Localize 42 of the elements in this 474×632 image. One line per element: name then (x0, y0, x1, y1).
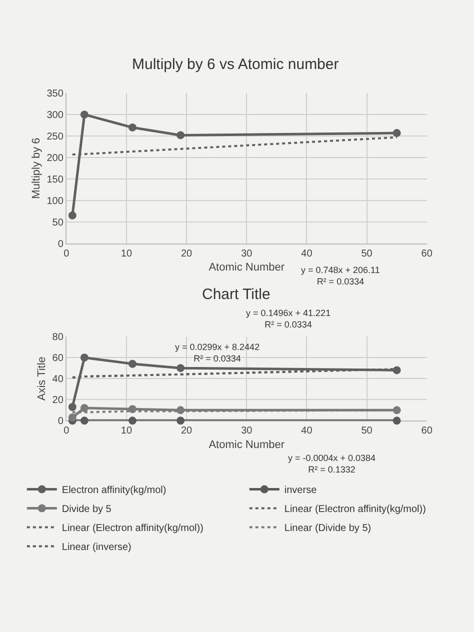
chart-title: Multiply by 6 vs Atomic number (132, 56, 339, 73)
x-axis-title: Atomic Number (208, 438, 285, 451)
x-tick-label: 60 (421, 248, 433, 260)
legend-label: Linear (Electron affinity(kg/mol)) (284, 504, 426, 516)
text: y = 0.748x + 206.11 R² = 0.0334 (301, 265, 380, 287)
y-axis-title: Multiply by 6 (30, 138, 42, 199)
text: y = -0.0004x + 0.0384 R² = 0.1332 (288, 453, 376, 475)
y-tick-label: 0 (58, 238, 64, 250)
legend-label: Linear (Electron affinity(kg/mol)) (62, 523, 204, 534)
chart-title: Chart Title (202, 286, 270, 303)
x-tick-label: 30 (241, 426, 253, 437)
text: y = 0.1496x + 41.221 R² = 0.0334 (246, 308, 331, 330)
y-tick-label: 60 (52, 353, 64, 364)
y-tick-label: 200 (46, 153, 64, 164)
y-tick-label: 50 (52, 217, 64, 228)
legend-label: Linear (inverse) (62, 542, 132, 554)
x-tick-label: 50 (361, 426, 373, 437)
x-tick-label: 40 (301, 426, 313, 437)
x-tick-label: 20 (180, 248, 193, 260)
legend-label: Linear (Divide by 5) (284, 523, 372, 534)
y-tick-label: 150 (46, 174, 64, 186)
x-tick-label: 20 (180, 426, 193, 437)
x-tick-label: 50 (361, 248, 373, 260)
y-tick-label: 40 (52, 374, 64, 386)
y-tick-label: 100 (46, 196, 64, 207)
legend-label: inverse (284, 485, 318, 496)
x-tick-label: 40 (301, 248, 313, 260)
y-axis-title: Axis Title (36, 356, 48, 401)
x-tick-label: 10 (120, 426, 132, 437)
y-tick-label: 350 (46, 88, 64, 100)
x-tick-label: 30 (241, 248, 253, 260)
y-tick-label: 80 (52, 332, 64, 344)
y-tick-label: 300 (46, 110, 64, 122)
y-tick-label: 20 (52, 395, 64, 406)
legend-label: Divide by 5 (62, 504, 112, 516)
legend-label: Electron affinity(kg/mol) (62, 485, 166, 496)
x-tick-label: 10 (120, 248, 132, 260)
x-tick-label: 60 (421, 426, 433, 437)
annotation: y = 0.0299x + 8.2442 R² = 0.0334 (175, 342, 260, 364)
y-tick-label: 250 (46, 132, 64, 143)
y-tick-label: 0 (58, 416, 64, 428)
x-axis-title: Atomic Number (208, 262, 285, 274)
